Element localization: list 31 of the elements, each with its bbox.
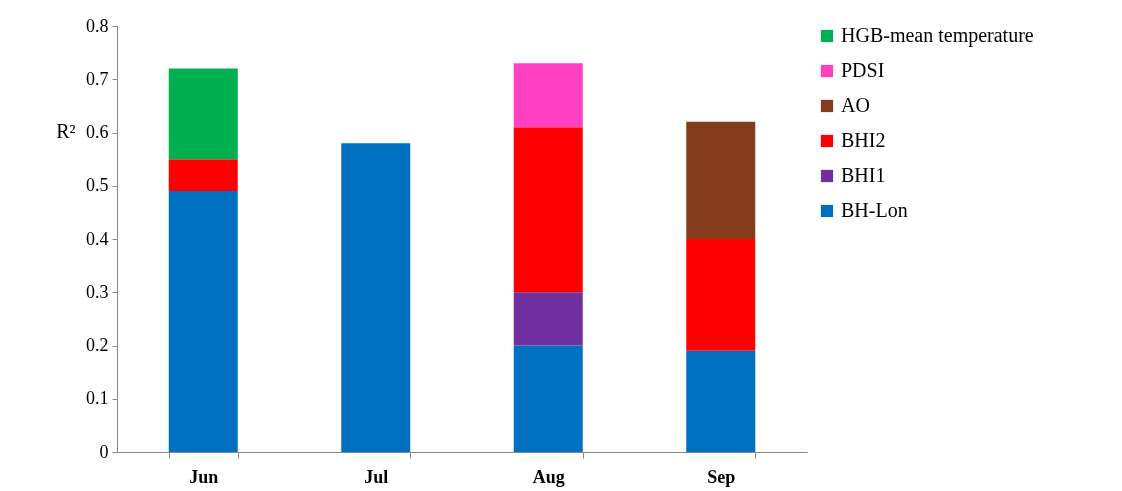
bar <box>513 127 583 293</box>
bar <box>513 63 583 128</box>
legend-label: PDSI <box>841 59 885 81</box>
x-tick-label: Sep <box>707 466 736 487</box>
legend-label: BH-Lon <box>841 199 908 221</box>
legend-label: BHI1 <box>841 164 886 186</box>
y-axis-title: R² <box>56 119 76 142</box>
legend-label: AO <box>841 94 870 116</box>
bar <box>341 143 411 452</box>
bar <box>686 239 756 351</box>
y-tick-label: 0.8 <box>86 15 109 36</box>
x-tick-label: Jul <box>364 466 389 487</box>
y-tick-label: 0.6 <box>86 122 109 142</box>
bar <box>168 191 238 452</box>
x-tick-label: Jun <box>189 466 219 487</box>
y-tick-label: 0.2 <box>86 335 109 355</box>
y-tick-label: 0.1 <box>86 388 109 409</box>
bar <box>168 68 238 160</box>
y-tick-label: 0 <box>99 441 109 462</box>
bar <box>686 350 756 452</box>
y-tick-label: 0.5 <box>86 175 109 196</box>
bar <box>513 292 583 346</box>
x-tick-label: Aug <box>532 466 565 487</box>
y-tick-label: 0.3 <box>86 281 109 302</box>
bar <box>513 345 583 452</box>
y-tick-label: 0.7 <box>86 68 109 89</box>
legend-label: HGB-mean temperature <box>841 24 1034 47</box>
bar <box>168 159 238 192</box>
y-tick-label: 0.4 <box>86 228 109 249</box>
bar <box>686 121 756 239</box>
legend-label: BHI2 <box>841 129 886 151</box>
